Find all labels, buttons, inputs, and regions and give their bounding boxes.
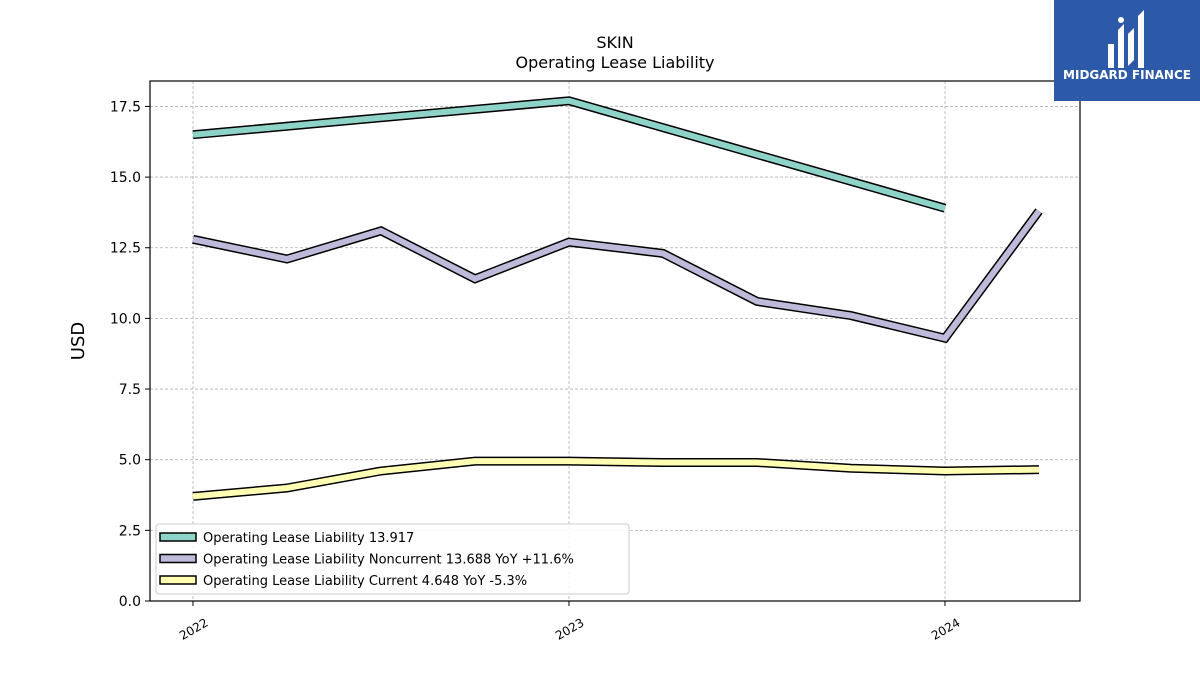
y-tick-label: 7.5 [119, 382, 141, 398]
x-tick-label: 2022 [177, 615, 210, 642]
midgard-logo-icon [1108, 10, 1144, 68]
y-tick-label: 0.0 [119, 594, 141, 610]
y-axis-ticks: 0.0 2.5 5.0 7.5 10.0 12.5 15.0 17.5 [110, 99, 150, 610]
x-tick-label: 2024 [929, 615, 962, 642]
y-tick-label: 12.5 [110, 241, 141, 257]
chart-title: SKIN [596, 33, 633, 52]
chart-subtitle: Operating Lease Liability [515, 53, 714, 72]
y-tick-label: 15.0 [110, 170, 141, 186]
legend-box [155, 523, 630, 595]
legend-swatch [159, 553, 197, 564]
legend-entry: Operating Lease Liability Noncurrent 13.… [203, 553, 574, 568]
y-tick-label: 10.0 [110, 311, 141, 327]
legend-entry: Operating Lease Liability Current 4.648 … [203, 574, 527, 589]
y-tick-label: 5.0 [119, 453, 141, 469]
legend: Operating Lease Liability 13.917 Operatin… [155, 523, 630, 595]
logo-badge: MIDGARD FINANCE [1054, 0, 1200, 101]
legend-entry: Operating Lease Liability 13.917 [203, 531, 414, 546]
plot-area-frame [149, 80, 1081, 602]
series-lines [192, 96, 1043, 501]
operating-lease-liability-current-line-outline [192, 456, 1040, 501]
legend-swatch [159, 575, 197, 585]
x-tick-label: 2023 [553, 615, 586, 642]
operating-lease-liability-current-line [192, 458, 1040, 500]
y-axis-label: USD [68, 322, 89, 360]
legend-swatch [159, 532, 197, 542]
operating-lease-liability-noncurrent-line [192, 209, 1042, 342]
operating-lease-liability-line [192, 97, 946, 212]
operating-lease-liability-noncurrent-line-outline [192, 208, 1043, 344]
y-tick-label: 2.5 [119, 523, 141, 539]
y-tick-label: 17.5 [110, 99, 141, 115]
x-axis-ticks: 2022 2023 2024 [177, 601, 963, 643]
logo-text: MIDGARD FINANCE [1063, 68, 1191, 82]
